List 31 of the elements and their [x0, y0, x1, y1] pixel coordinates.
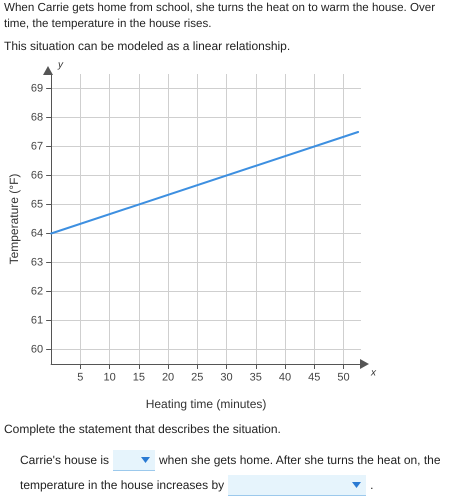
x-tick-label: 15	[132, 372, 145, 384]
text: This situation can be modeled as a linear relationship.	[3, 38, 292, 54]
y-tick-label: 63	[30, 256, 44, 268]
text: Complete the statement that describes the situation.	[3, 421, 282, 436]
y-tick-label: 62	[30, 286, 44, 298]
y-tick-label: 65	[30, 198, 44, 210]
text: .	[370, 478, 374, 492]
x-tick-label: 45	[308, 372, 320, 384]
y-tick-label: 60	[30, 344, 44, 356]
x-tick-label: 10	[103, 372, 116, 384]
x-tick-label: 20	[162, 372, 174, 384]
x-tick-label: 35	[250, 372, 262, 384]
y-tick-label: 69	[30, 82, 44, 94]
text: When Carrie gets home from school, she turns the heat on to warm the house. Over time, the temperature in the house rises.	[3, 0, 436, 32]
y-tick-label: 66	[30, 170, 44, 182]
text: y	[57, 60, 64, 70]
y-tick-label: 68	[30, 112, 44, 124]
text: Carrie's house is	[20, 453, 109, 467]
x-tick-label: 30	[220, 372, 233, 384]
y-tick-label: 67	[30, 140, 44, 152]
x-tick-label: 50	[337, 372, 350, 384]
x-tick-label: 40	[278, 372, 292, 384]
x-tick-label: 5	[77, 372, 84, 384]
text: when she gets home. After she turns the heat on, the	[159, 453, 441, 467]
y-tick-label: 64	[30, 228, 44, 240]
y-axis-title: Temperature (°F)	[7, 174, 21, 264]
text: temperature in the house increases by	[20, 478, 224, 492]
x-axis-title: Heating time (minutes)	[146, 397, 266, 411]
text: x	[370, 368, 377, 378]
y-tick-label: 61	[30, 314, 44, 326]
x-tick-label: 25	[191, 372, 204, 384]
